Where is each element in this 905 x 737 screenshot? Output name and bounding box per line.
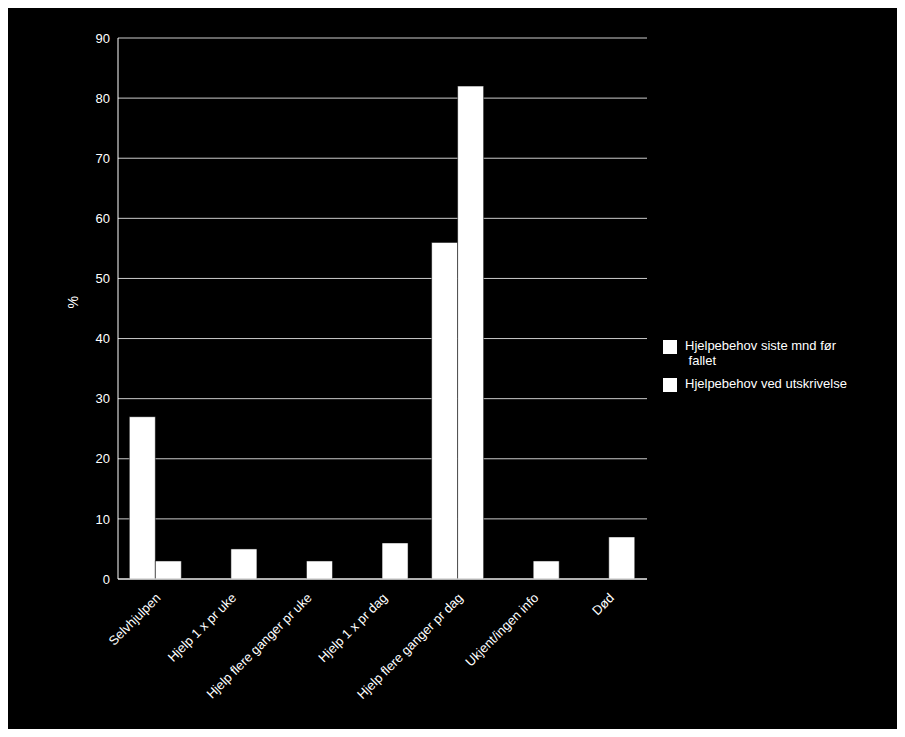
html-text:fallet: fallet	[685, 352, 717, 368]
svg-text:0: 0	[103, 572, 110, 587]
html-text:Hjelpebehov siste mnd før: Hjelpebehov siste mnd før	[685, 337, 836, 353]
svg-text:Hjelp flere ganger pr uke: Hjelp flere ganger pr uke	[203, 590, 314, 701]
html-text:Hjelpebehov ved utskrivelse: Hjelpebehov ved utskrivelse	[685, 375, 847, 391]
svg-text:60: 60	[96, 211, 110, 226]
svg-text:90: 90	[96, 31, 110, 46]
svg-text:%: %	[65, 296, 81, 308]
svg-text:50: 50	[96, 271, 110, 286]
svg-text:Selvhjulpen: Selvhjulpen	[105, 590, 163, 648]
svg-text:Hjelp 1 x pr uke: Hjelp 1 x pr uke	[165, 590, 239, 664]
svg-text:Hjelp flere ganger pr dag: Hjelp flere ganger pr dag	[354, 590, 466, 702]
svg-text:30: 30	[96, 391, 110, 406]
svg-text:40: 40	[96, 331, 110, 346]
svg-text:80: 80	[96, 91, 110, 106]
svg-text:Død: Død	[589, 590, 617, 618]
svg-text:20: 20	[96, 451, 110, 466]
svg-text:70: 70	[96, 151, 110, 166]
svg-text:10: 10	[96, 512, 110, 527]
svg-text:Ukjent/ingen info: Ukjent/ingen info	[462, 590, 541, 669]
svg-text:Hjelp 1 x pr dag: Hjelp 1 x pr dag	[315, 590, 390, 665]
